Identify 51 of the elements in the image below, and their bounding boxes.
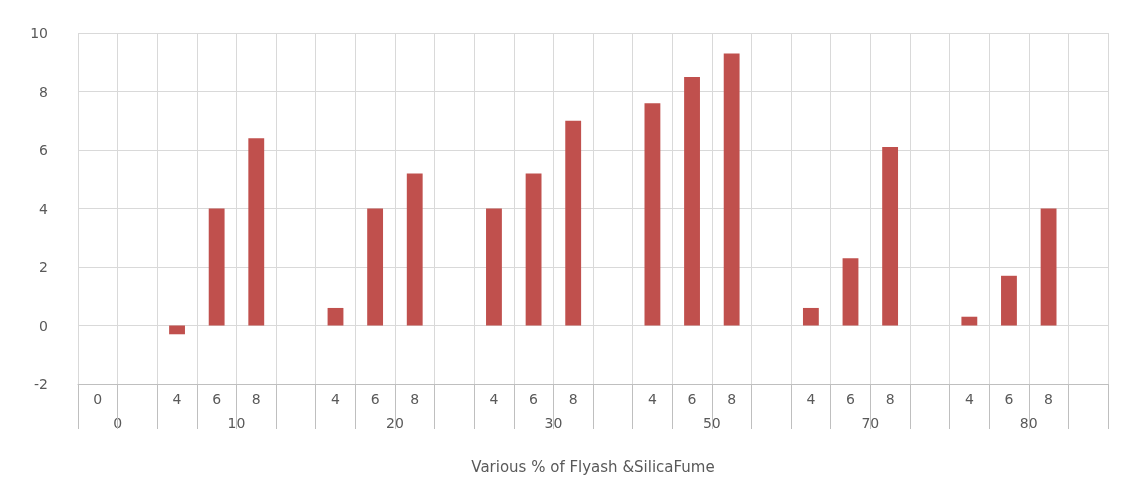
x-tick-label: 6 xyxy=(212,391,222,407)
text: 10 xyxy=(227,415,246,431)
x-tick-label: 8 xyxy=(727,391,737,407)
bar xyxy=(169,325,185,335)
x-tick-label: 8 xyxy=(1044,391,1054,407)
x-tick-label: 6 xyxy=(846,391,856,407)
y-tick-label: -2 xyxy=(34,376,48,392)
x-tick-label: 4 xyxy=(806,391,816,407)
y-tick-label: 6 xyxy=(39,142,49,158)
y-tick-label: 8 xyxy=(39,83,48,100)
text: 80 xyxy=(1019,415,1038,431)
x-tick-label: 6 xyxy=(529,391,539,407)
text: 20 xyxy=(386,415,404,431)
x-tick-label: 4 xyxy=(489,391,499,407)
x-tick-label: 8 xyxy=(410,391,420,407)
y-tick-label: 10 xyxy=(30,25,48,41)
y-tick-label: 2 xyxy=(39,259,48,275)
bar xyxy=(565,120,582,326)
y-tick-label: 0 xyxy=(39,317,48,334)
bar xyxy=(723,53,740,326)
bar xyxy=(486,208,502,326)
bar xyxy=(327,307,344,326)
text: 30 xyxy=(544,415,563,431)
x-tick-label: 6 xyxy=(687,391,697,407)
y-tick-label: 4 xyxy=(39,200,49,217)
x-tick-label: 0 xyxy=(93,391,103,407)
bar xyxy=(248,138,265,326)
bar xyxy=(1001,275,1017,326)
x-axis-title: Various % of Flyash &SilicaFume xyxy=(471,457,715,476)
bar xyxy=(525,173,542,326)
x-tick-label: 4 xyxy=(331,391,341,407)
bar xyxy=(1040,208,1057,326)
text: 70 xyxy=(861,415,880,431)
bar xyxy=(882,147,899,326)
x-tick-label: 4 xyxy=(172,391,182,407)
x-tick-label: 6 xyxy=(1004,391,1014,407)
bar xyxy=(644,103,661,326)
bar xyxy=(684,76,700,326)
bar xyxy=(802,307,819,326)
x-tick-label: 6 xyxy=(370,391,380,407)
bar xyxy=(842,258,859,326)
x-tick-label: 4 xyxy=(647,391,657,407)
x-tick-label: 4 xyxy=(964,391,974,407)
x-tick-label: 8 xyxy=(251,391,261,407)
x-tick-label: 8 xyxy=(568,391,578,407)
x-tick-label: 8 xyxy=(885,391,895,407)
bar xyxy=(208,208,225,326)
bar xyxy=(406,173,423,326)
bar xyxy=(961,316,978,326)
bar xyxy=(367,208,384,326)
text: 50 xyxy=(702,415,721,431)
